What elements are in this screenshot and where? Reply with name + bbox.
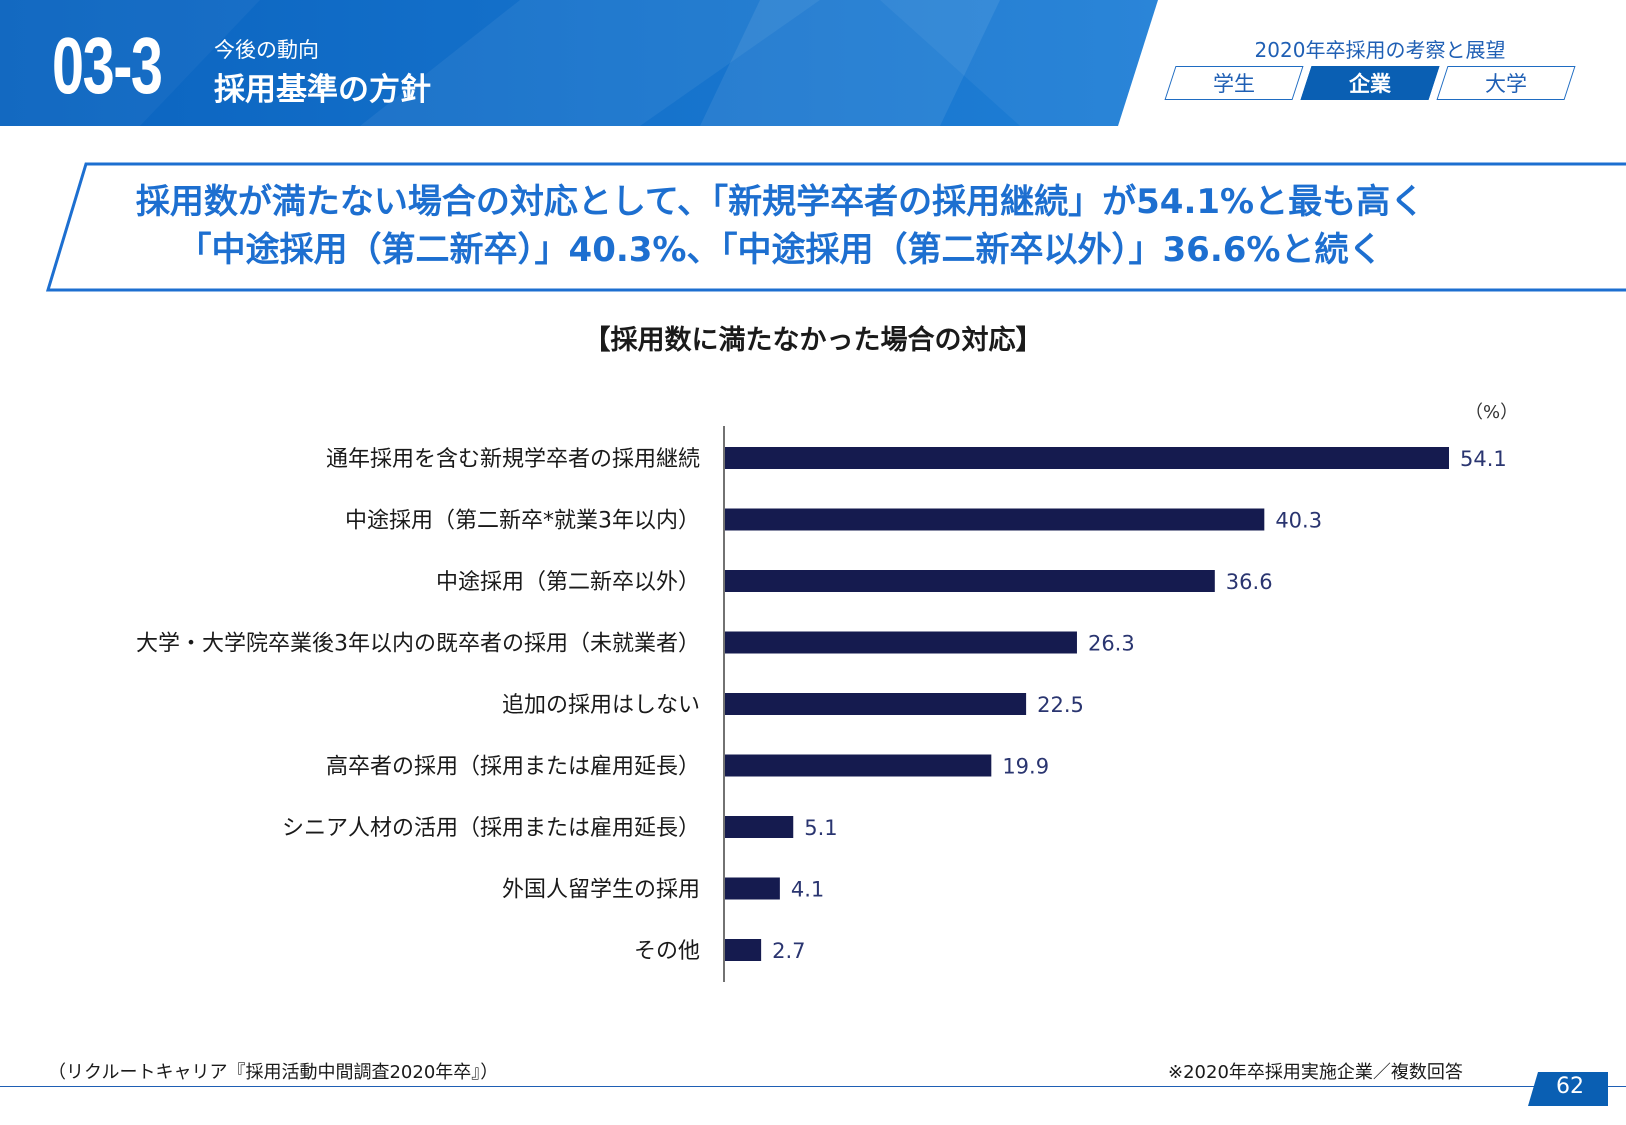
tab-students[interactable]: 学生 <box>1164 66 1304 100</box>
data-label: 54.1 <box>1460 447 1507 471</box>
tab-companies[interactable]: 企業 <box>1300 66 1440 100</box>
bar <box>725 570 1215 592</box>
category-label: 中途採用（第二新卒*就業3年以内） <box>345 509 700 534</box>
category-label: 中途採用（第二新卒以外） <box>436 570 700 595</box>
page-number: 62 <box>1556 1074 1584 1099</box>
data-label: 5.1 <box>804 816 837 840</box>
category-label: 大学・大学院卒業後3年以内の既卒者の採用（未就業者） <box>136 632 700 657</box>
data-label: 4.1 <box>791 878 824 902</box>
data-label: 19.9 <box>1002 755 1049 779</box>
tab-universities-label: 大学 <box>1485 72 1527 96</box>
bar <box>725 508 1265 531</box>
bar <box>725 816 794 838</box>
section-number: 03-3 <box>52 21 163 110</box>
bar-chart: 通年採用を含む新規学卒者の採用継続 54.1 中途採用（第二新卒*就業3年以内） 40… <box>136 426 1507 982</box>
tab-students-label: 学生 <box>1213 72 1255 96</box>
bar <box>725 693 1027 715</box>
tab-universities[interactable]: 大学 <box>1436 66 1576 100</box>
chart-unit: （%） <box>1465 402 1519 423</box>
data-label: 26.3 <box>1088 632 1135 656</box>
data-label: 2.7 <box>772 939 805 963</box>
footer-rule <box>0 1086 1626 1087</box>
headline-frame <box>46 162 1626 292</box>
survey-note: ※2020年卒採用実施企業／複数回答 <box>1168 1062 1463 1083</box>
data-label: 22.5 <box>1037 693 1084 717</box>
data-label: 40.3 <box>1275 509 1322 533</box>
data-label: 36.6 <box>1226 570 1273 594</box>
page-number-badge <box>1528 1072 1608 1106</box>
category-label: その他 <box>634 939 700 964</box>
headline-line-2: 「中途採用（第二新卒）」40.3%、「中途採用（第二新卒以外）」36.6%と続く <box>177 230 1383 270</box>
headline: 採用数が満たない場合の対応として、「新規学卒者の採用継続」が54.1%と最も高く… <box>90 178 1470 274</box>
bar <box>725 754 992 777</box>
category-label: 外国人留学生の採用 <box>502 878 700 903</box>
report-title: 2020年卒採用の考察と展望 <box>1254 38 1506 62</box>
bar <box>725 631 1077 654</box>
chart-title: 【採用数に満たなかった場合の対応】 <box>583 325 1043 356</box>
category-label: 高卒者の採用（採用または雇用延長） <box>326 755 700 780</box>
header-band <box>0 0 1158 126</box>
headline-line-1: 採用数が満たない場合の対応として、「新規学卒者の採用継続」が54.1%と最も高く <box>135 182 1425 222</box>
bar <box>725 939 762 961</box>
bar <box>725 877 780 900</box>
bar <box>725 447 1449 469</box>
category-label: 通年採用を含む新規学卒者の採用継続 <box>326 447 700 472</box>
category-label: シニア人材の活用（採用または雇用延長） <box>282 816 700 841</box>
section-title: 採用基準の方針 <box>214 72 431 108</box>
section-subtitle: 今後の動向 <box>214 38 319 62</box>
tab-companies-label: 企業 <box>1349 72 1391 96</box>
category-label: 追加の採用はしない <box>502 693 700 718</box>
source-citation: （リクルートキャリア『採用活動中間調査2020年卒』） <box>48 1062 499 1083</box>
